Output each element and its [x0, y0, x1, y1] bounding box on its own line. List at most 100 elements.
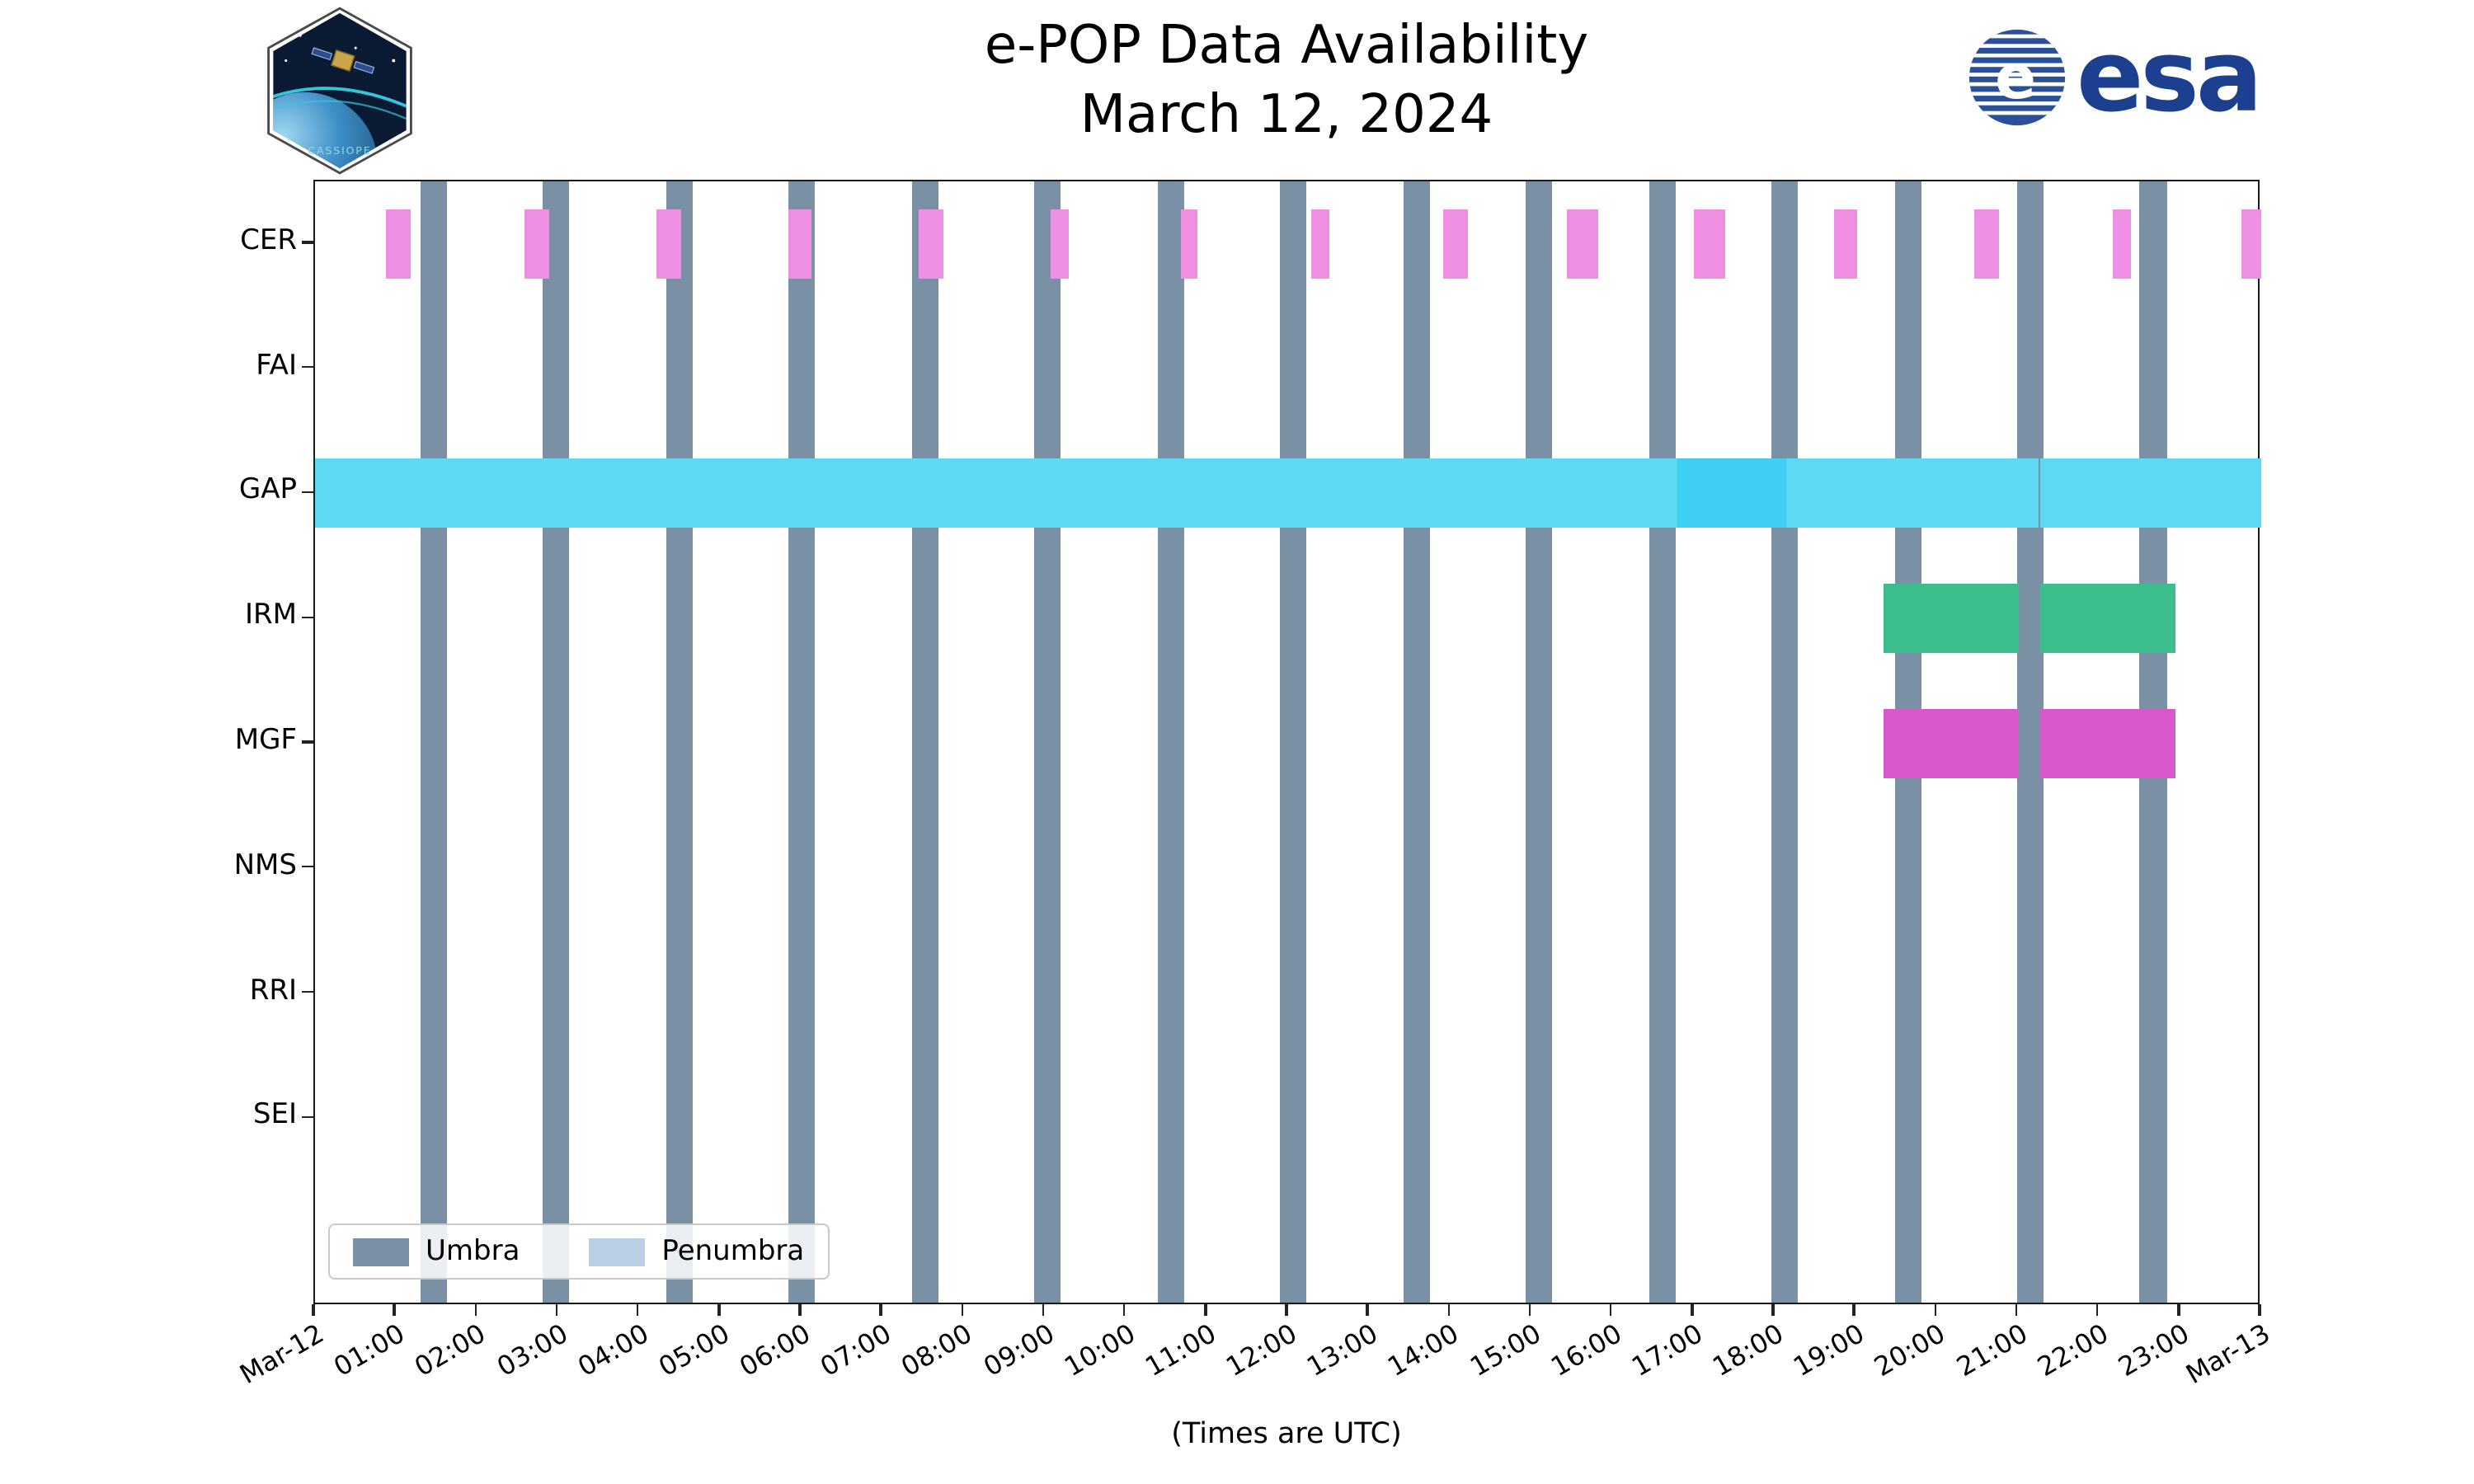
chart-subtitle: March 12, 2024	[1079, 82, 1493, 146]
cer-data-bar	[1180, 209, 1198, 279]
x-tick-mark	[798, 1304, 802, 1316]
x-tick-mark	[1366, 1304, 1369, 1316]
penumbra-swatch	[589, 1237, 646, 1266]
x-tick-label: 10:00	[1058, 1317, 1141, 1383]
umbra-layer	[315, 181, 2258, 1303]
umbra-bar	[1649, 181, 1676, 1303]
cer-data-bar	[2241, 209, 2261, 279]
cer-data-bar	[1833, 209, 1858, 279]
umbra-bar	[1280, 181, 1307, 1303]
x-tick-mark	[393, 1304, 396, 1316]
cer-data-bar	[1311, 209, 1330, 279]
y-axis-label-nms: NMS	[233, 848, 297, 882]
plot-area: Umbra Penumbra	[313, 180, 2261, 1304]
legend: Umbra Penumbra	[328, 1223, 830, 1280]
legend-item-umbra: Umbra	[353, 1235, 520, 1268]
esa-globe-icon: e	[1968, 29, 2066, 126]
patch-satellite-icon	[311, 47, 375, 74]
cer-data-bar	[1694, 209, 1726, 279]
patch-orbit-arc	[273, 87, 407, 110]
y-axis-label-cer: CER	[240, 223, 297, 257]
x-tick-label: 23:00	[2112, 1317, 2194, 1383]
cassiope-patch-text: CASSIOPE	[308, 144, 371, 157]
x-tick-label: 01:00	[328, 1317, 411, 1383]
cassiope-mission-patch: CASSIOPE	[267, 7, 412, 175]
chart-title: e-POP Data Availability	[984, 13, 1589, 76]
y-axis-label-mgf: MGF	[234, 724, 297, 757]
x-tick-label: 11:00	[1139, 1317, 1221, 1383]
data-bars-layer	[315, 181, 2261, 1303]
x-tick-mark	[717, 1304, 721, 1316]
x-tick-mark	[1122, 1304, 1126, 1316]
esa-globe-letter: e	[1995, 43, 2036, 113]
umbra-bar	[2017, 181, 2044, 1303]
cer-data-bar	[2112, 209, 2132, 279]
mgf-data-bar	[2039, 709, 2176, 778]
cer-data-bar	[524, 209, 550, 279]
cer-data-bar	[1566, 209, 1599, 279]
legend-label-penumbra: Penumbra	[661, 1235, 805, 1268]
x-tick-label: 19:00	[1788, 1317, 1870, 1383]
esa-logo: e esa	[1966, 26, 2263, 129]
x-tick-label: 12:00	[1221, 1317, 1302, 1383]
chart-header: e-POP Data Availability March 12, 2024	[313, 10, 2260, 149]
y-tick-mark	[302, 990, 313, 993]
cer-data-bar	[1974, 209, 1999, 279]
irm-data-bar	[2039, 584, 2176, 654]
x-tick-mark	[1285, 1304, 1288, 1316]
umbra-bar	[788, 181, 816, 1303]
x-tick-mark	[1609, 1304, 1612, 1316]
x-tick-mark	[555, 1304, 558, 1316]
x-tick-mark	[1042, 1304, 1045, 1316]
umbra-bar	[666, 181, 694, 1303]
y-axis-label-irm: IRM	[245, 599, 297, 632]
x-tick-label: 20:00	[1869, 1317, 1951, 1383]
y-axis-label-gap: GAP	[238, 473, 297, 507]
x-tick-mark	[2095, 1304, 2099, 1316]
cer-data-bar	[919, 209, 944, 279]
umbra-bar	[1157, 181, 1185, 1303]
mgf-data-bar	[1884, 709, 2018, 778]
umbra-bar	[911, 181, 939, 1303]
umbra-bar	[1771, 181, 1799, 1303]
legend-label-umbra: Umbra	[426, 1235, 520, 1268]
gap-data-bar	[1786, 458, 2039, 528]
x-tick-mark	[1204, 1304, 1207, 1316]
y-tick-mark	[302, 241, 313, 244]
x-tick-label: 08:00	[896, 1317, 978, 1383]
umbra-bar	[1034, 181, 1061, 1303]
x-tick-label: 21:00	[1950, 1317, 2032, 1383]
gap-data-bar	[2040, 458, 2261, 528]
x-tick-label: 03:00	[491, 1317, 572, 1383]
gap-data-bar	[1677, 458, 1787, 528]
x-tick-mark	[2015, 1304, 2018, 1316]
x-tick-mark	[1447, 1304, 1451, 1316]
y-tick-mark	[302, 616, 313, 618]
y-tick-mark	[302, 740, 313, 744]
x-tick-label: 18:00	[1707, 1317, 1789, 1383]
x-tick-mark	[879, 1304, 882, 1316]
umbra-bar	[420, 181, 448, 1303]
x-tick-mark	[1528, 1304, 1531, 1316]
x-tick-label: 09:00	[977, 1317, 1059, 1383]
x-tick-mark	[2177, 1304, 2180, 1316]
x-tick-mark	[312, 1304, 315, 1316]
cer-data-bar	[1050, 209, 1069, 279]
y-axis-label-fai: FAI	[256, 349, 297, 383]
x-axis-label: (Times are UTC)	[1171, 1418, 1402, 1451]
x-tick-label: 06:00	[734, 1317, 816, 1383]
legend-items: Umbra Penumbra	[353, 1235, 804, 1268]
cer-data-bar	[656, 209, 681, 279]
x-tick-label: 13:00	[1301, 1317, 1384, 1383]
x-tick-label: 15:00	[1464, 1317, 1545, 1383]
y-tick-mark	[302, 491, 313, 494]
x-tick-label: Mar-12	[234, 1317, 329, 1391]
x-tick-label: 04:00	[571, 1317, 654, 1383]
x-tick-mark	[636, 1304, 639, 1316]
cer-data-bar	[385, 209, 411, 279]
x-tick-label: 02:00	[409, 1317, 492, 1383]
umbra-bar	[543, 181, 570, 1303]
cer-data-bar	[788, 209, 812, 279]
y-tick-mark	[302, 1115, 313, 1119]
